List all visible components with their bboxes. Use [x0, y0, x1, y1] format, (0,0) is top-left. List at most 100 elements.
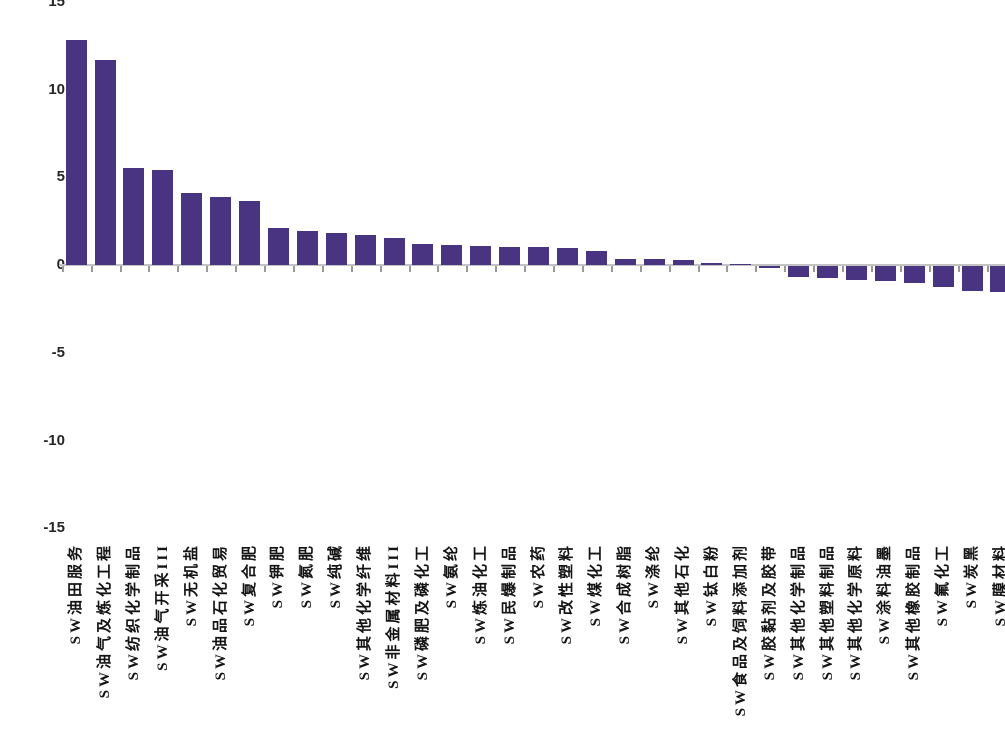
bar — [412, 243, 434, 265]
y-axis-tick-label: -5 — [51, 343, 65, 361]
x-axis-tick — [264, 266, 266, 272]
bar — [123, 168, 145, 265]
x-axis-tick — [899, 266, 902, 272]
x-axis-tick — [466, 266, 469, 272]
bar — [730, 263, 752, 265]
x-axis-category-label: SW改性塑料 — [559, 543, 576, 645]
x-axis-category-label: SW磷肥及磷化工 — [414, 543, 431, 681]
bar — [903, 266, 925, 283]
x-axis-category-label: SW煤化工 — [588, 543, 605, 627]
x-axis-tick — [321, 266, 324, 272]
bar — [383, 237, 405, 265]
bar — [556, 248, 578, 265]
x-axis-tick — [177, 266, 180, 272]
bar — [788, 266, 810, 277]
y-axis-tick-label: 10 — [48, 80, 65, 98]
x-axis-tick — [957, 266, 960, 272]
bar — [817, 266, 839, 279]
x-axis-tick — [148, 266, 151, 272]
x-axis-category-label: SW膜材料 — [992, 543, 1005, 627]
x-axis-tick — [350, 266, 353, 272]
x-axis-tick — [726, 266, 729, 272]
x-axis-category-label: SW油品石化贸易 — [212, 543, 229, 681]
x-axis-category-label: SW炭黑 — [964, 543, 981, 609]
x-axis-category-label: SW纺织化学制品 — [125, 543, 142, 681]
bar — [585, 250, 607, 265]
x-axis-category-label: SW复合肥 — [241, 543, 258, 627]
x-axis-tick — [206, 266, 209, 272]
x-axis-category-label: SW其他塑料制品 — [819, 543, 836, 681]
bar — [672, 259, 694, 265]
x-axis-tick — [668, 266, 671, 272]
y-axis-tick-label: -10 — [43, 431, 65, 449]
bar — [528, 247, 550, 265]
x-axis-category-label: SW钛白粉 — [703, 543, 720, 627]
x-axis-category-label: SW涤纶 — [646, 543, 663, 609]
y-axis-tick-label: 5 — [56, 168, 65, 186]
y-axis-tick-label: 0 — [0, 255, 65, 275]
x-axis-category-label: SW纯碱 — [328, 543, 345, 609]
x-axis-tick — [842, 266, 844, 272]
x-axis-tick — [928, 266, 931, 272]
x-axis-category-label: SW油田服务 — [68, 543, 85, 645]
x-axis-category-label: SW民爆制品 — [501, 543, 518, 645]
x-axis-category-label: SW合成树脂 — [617, 543, 634, 645]
x-axis-tick — [639, 266, 642, 272]
x-axis-category-label: SW其他石化 — [675, 543, 692, 645]
bar — [296, 230, 318, 265]
bar — [441, 244, 463, 265]
x-axis-category-label: SW油气及炼化工程 — [97, 543, 114, 699]
x-axis-category-label: SW农药 — [530, 543, 547, 609]
bar — [845, 266, 867, 281]
bar — [94, 59, 116, 265]
bar — [499, 246, 521, 265]
bar — [152, 170, 174, 265]
bar — [65, 40, 87, 265]
x-axis-tick — [437, 266, 440, 272]
x-axis-line — [59, 264, 1005, 266]
x-axis-category-label: SW炼油化工 — [472, 543, 489, 645]
x-axis-category-label: SW氨纶 — [443, 543, 460, 609]
bar — [643, 259, 665, 265]
y-axis-tick-label: 15 — [48, 0, 65, 10]
bar — [932, 266, 954, 288]
x-axis-category-label: SW其他橡胶制品 — [906, 543, 923, 681]
bar — [614, 258, 636, 265]
x-axis-category-label: SW非金属材料III — [386, 543, 403, 689]
x-axis-tick — [813, 266, 816, 272]
bar — [267, 228, 289, 265]
bar — [325, 232, 347, 265]
x-axis-tick — [495, 266, 498, 272]
x-axis-tick — [61, 266, 64, 272]
bar — [239, 200, 261, 265]
x-axis-tick — [784, 266, 787, 272]
x-axis-tick — [581, 266, 584, 272]
x-axis-category-label: SW食品及饲料添加剂 — [732, 543, 749, 717]
x-axis-category-label: SW钾肥 — [270, 543, 287, 609]
x-axis-tick — [90, 266, 93, 272]
bar — [961, 266, 983, 291]
bar — [470, 245, 492, 265]
x-axis-category-label: SW无机盐 — [183, 543, 200, 627]
x-axis-category-label: SW氮肥 — [299, 543, 316, 609]
x-axis-tick — [524, 266, 527, 272]
bar — [210, 197, 232, 265]
bar — [759, 266, 781, 268]
x-axis-tick — [408, 266, 411, 272]
x-axis-category-label: SW胶黏剂及胶带 — [761, 543, 778, 681]
x-axis-tick — [235, 266, 238, 272]
x-axis-category-label: SW其他化学原料 — [848, 543, 865, 681]
x-axis-tick — [870, 266, 873, 272]
x-axis-category-label: SW油气开采III — [154, 543, 171, 671]
y-axis-tick-label: -15 — [43, 519, 65, 537]
x-axis-tick — [379, 266, 382, 272]
x-axis-tick — [553, 266, 555, 272]
x-axis-tick — [986, 266, 989, 272]
x-axis-category-label: SW其他化学制品 — [790, 543, 807, 681]
x-axis-category-label: SW氟化工 — [935, 543, 952, 627]
bar — [990, 266, 1005, 293]
bar — [354, 235, 376, 265]
x-axis-tick — [610, 266, 613, 272]
